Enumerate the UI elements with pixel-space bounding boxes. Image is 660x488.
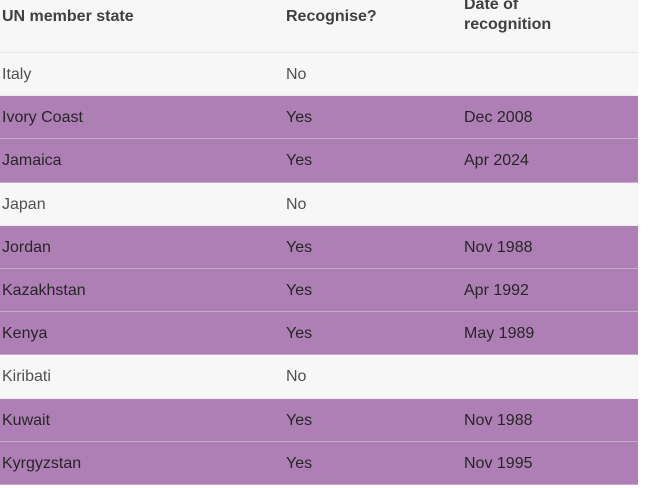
- cell-recognise: Yes: [286, 238, 313, 256]
- cell-state: Kyrgyzstan: [2, 454, 82, 472]
- table-header-row: UN member state Recognise? Date of recog…: [0, 0, 638, 53]
- table-row: Jamaica Yes Apr 2024: [0, 139, 638, 183]
- column-header-date-line-1: Date of: [464, 0, 519, 13]
- cell-state: Kiribati: [2, 368, 51, 386]
- recognition-table: UN member state Recognise? Date of recog…: [0, 0, 638, 485]
- table-row: Jordan Yes Nov 1988: [0, 225, 638, 269]
- cell-state: Kazakhstan: [2, 281, 86, 299]
- cell-recognise: Yes: [286, 325, 313, 343]
- cell-date: Dec 2008: [464, 109, 533, 127]
- column-header-recognise: Recognise?: [286, 8, 377, 25]
- cell-date: Apr 1992: [464, 281, 529, 299]
- cell-date: May 1989: [464, 325, 535, 343]
- cell-state: Jordan: [2, 238, 51, 256]
- table-body: Italy No Ivory Coast Yes Dec 2008 Jamaica Yes A…: [0, 53, 638, 485]
- cell-date: Nov 1988: [464, 411, 533, 429]
- cell-state: Italy: [2, 66, 32, 83]
- cell-date: Apr 2024: [464, 152, 529, 170]
- table-row: Japan No: [0, 182, 638, 226]
- cell-date: Nov 1988: [464, 238, 533, 256]
- column-header-date-line-2: recognition: [464, 16, 552, 33]
- table-row: Italy No: [0, 53, 638, 97]
- cell-recognise: Yes: [286, 411, 313, 429]
- cell-state: Kuwait: [2, 411, 51, 429]
- table-row: Kyrgyzstan Yes Nov 1995: [0, 441, 638, 485]
- cell-recognise: Yes: [286, 109, 313, 127]
- table-row: Kenya Yes May 1989: [0, 312, 638, 356]
- table-row: Kiribati No: [0, 355, 638, 399]
- table-row: Ivory Coast Yes Dec 2008: [0, 96, 638, 140]
- table-row: Kuwait Yes Nov 1988: [0, 398, 638, 442]
- cell-state: Kenya: [2, 325, 48, 343]
- column-header-date: Date of recognition: [464, 0, 551, 35]
- cell-recognise: No: [286, 368, 307, 386]
- table-row: Kazakhstan Yes Apr 1992: [0, 268, 638, 313]
- cell-date: Nov 1995: [464, 454, 533, 472]
- cell-state: Ivory Coast: [2, 109, 83, 127]
- cell-state: Jamaica: [2, 152, 62, 170]
- cell-recognise: No: [286, 66, 307, 83]
- cell-recognise: Yes: [286, 454, 313, 472]
- cell-recognise: Yes: [286, 152, 313, 170]
- cell-state: Japan: [2, 195, 46, 213]
- column-header-state: UN member state: [2, 8, 134, 25]
- cell-recognise: Yes: [286, 281, 313, 299]
- cell-recognise: No: [286, 195, 307, 213]
